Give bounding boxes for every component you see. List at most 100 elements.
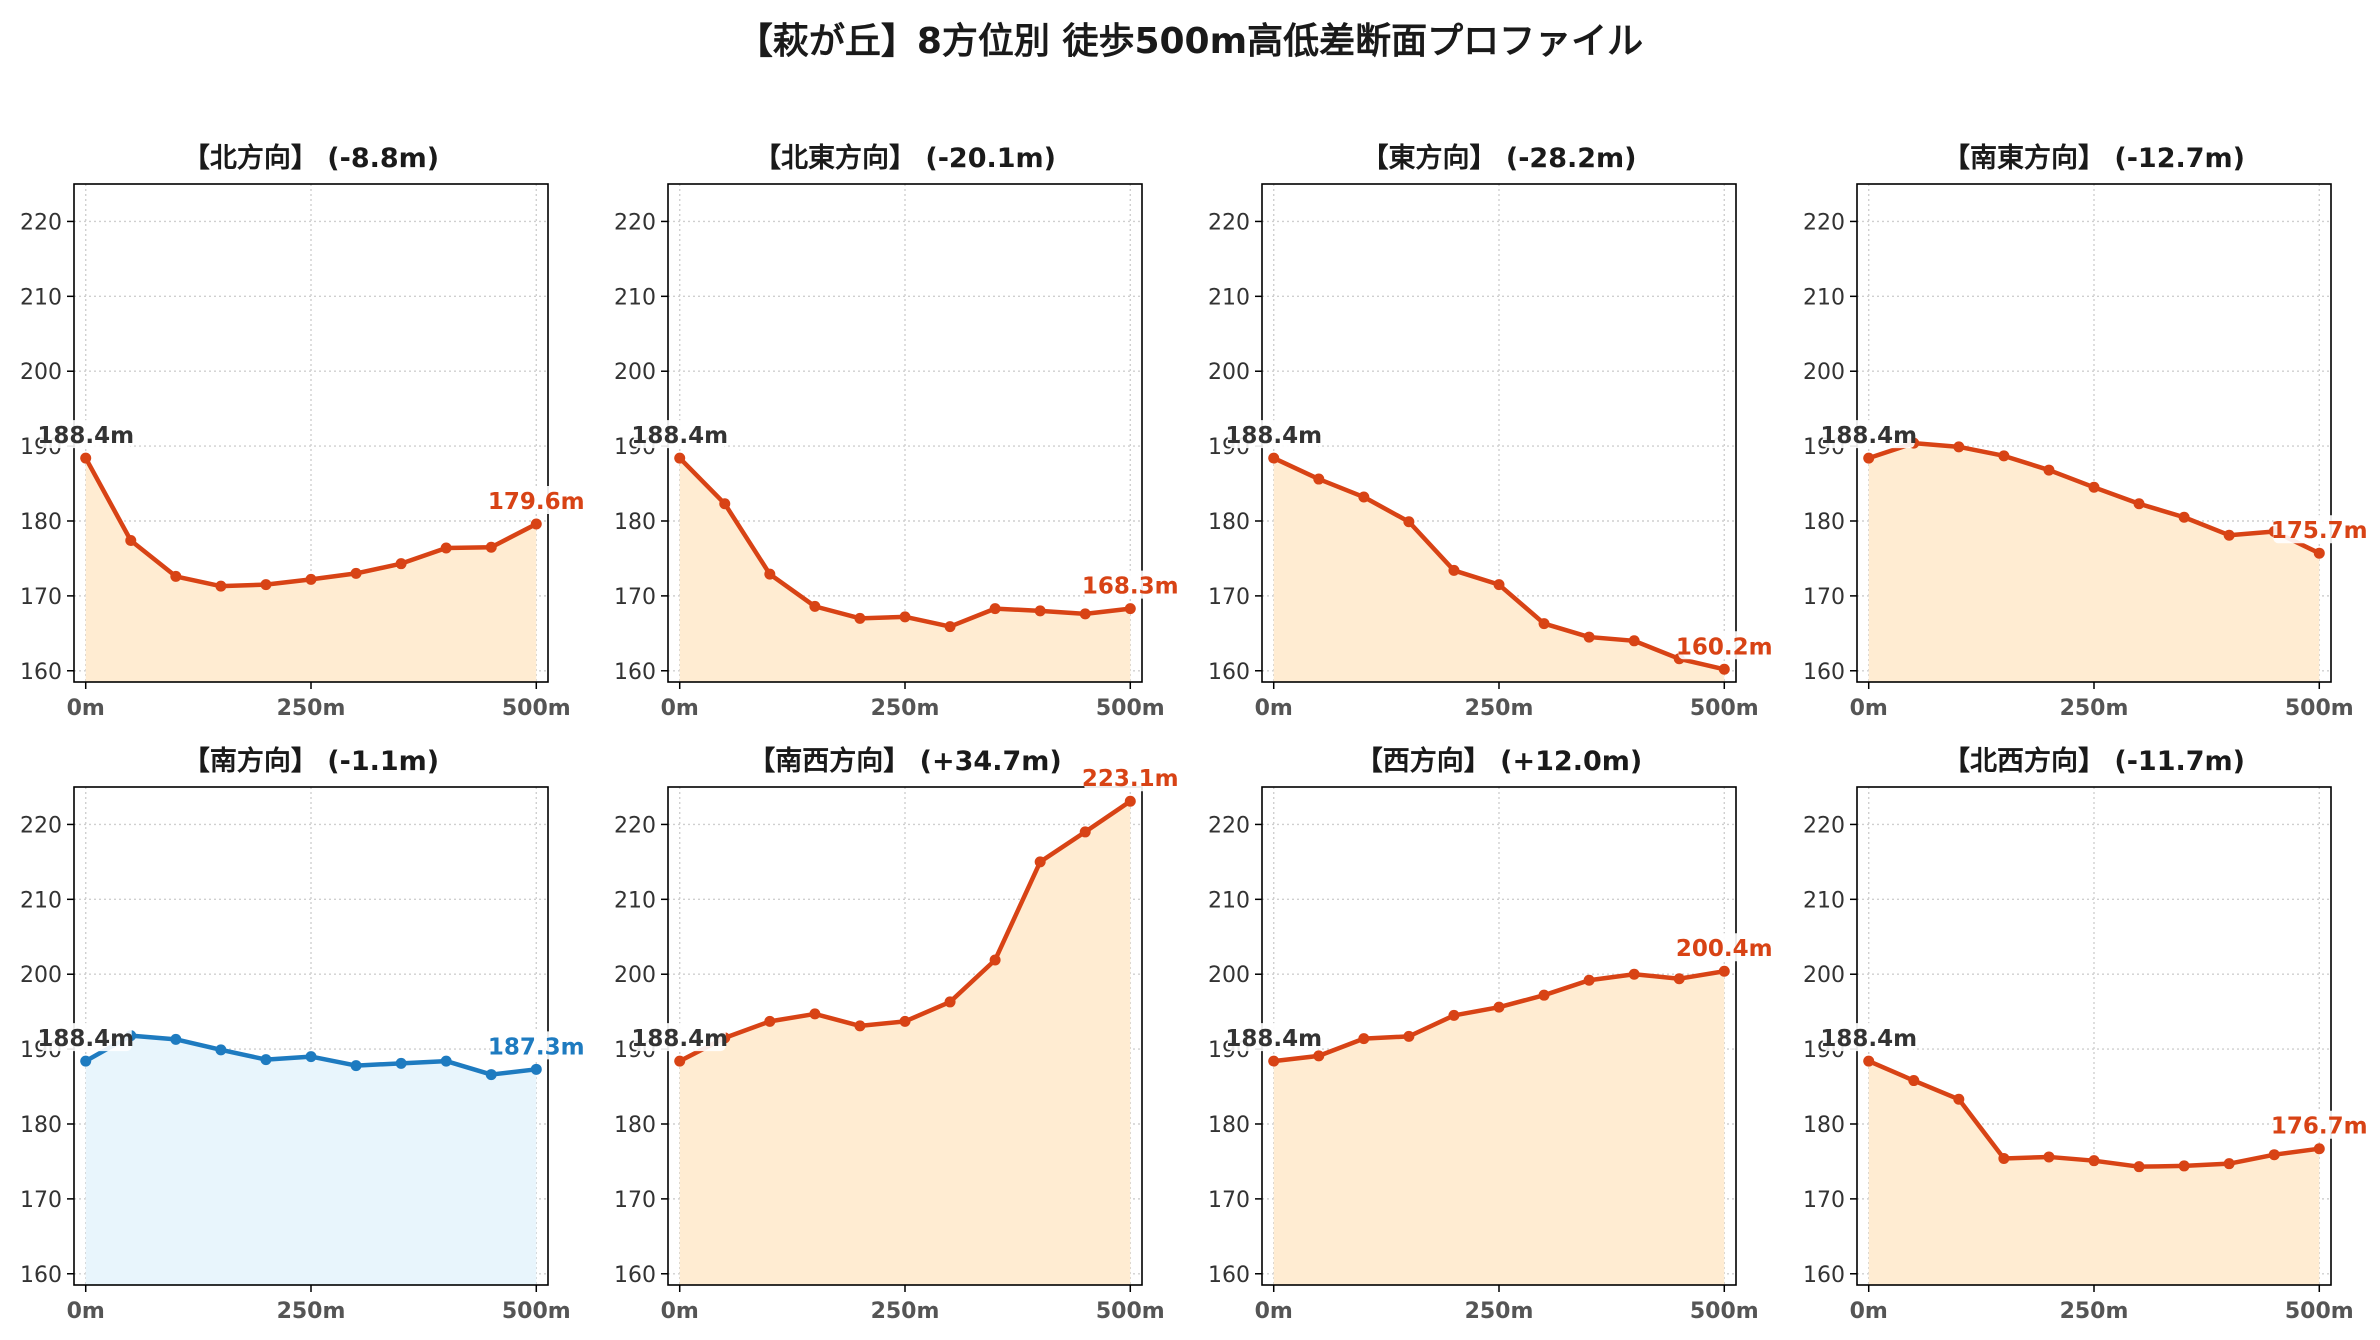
data-point <box>1358 1033 1370 1045</box>
x-tick-label: 0m <box>67 696 105 721</box>
end-value-label: 175.7m <box>2271 518 2368 544</box>
data-point <box>395 558 407 570</box>
data-point <box>764 1015 776 1027</box>
y-tick-label: 170 <box>1208 585 1250 610</box>
y-tick-label: 180 <box>20 1113 62 1138</box>
x-tick-label: 250m <box>871 696 940 721</box>
subplot-title: 【南東方向】 (-12.7m) <box>1943 142 2245 174</box>
data-point <box>1403 516 1415 528</box>
data-point <box>2043 1151 2055 1163</box>
data-point <box>1673 973 1685 985</box>
x-tick-label: 500m <box>1690 1299 1759 1324</box>
data-point <box>1403 1030 1415 1042</box>
data-point <box>2178 511 2190 523</box>
data-point <box>530 1063 542 1075</box>
x-tick-label: 250m <box>871 1299 940 1324</box>
data-point <box>2223 1158 2235 1170</box>
y-tick-label: 220 <box>1803 210 1845 235</box>
y-tick-label: 160 <box>1803 1263 1845 1288</box>
y-tick-label: 220 <box>1208 813 1250 838</box>
x-tick-label: 0m <box>661 1299 699 1324</box>
data-point <box>719 498 731 510</box>
data-point <box>305 573 317 585</box>
start-label-box <box>1227 1023 1320 1052</box>
y-tick-label: 200 <box>614 360 656 385</box>
y-tick-label: 220 <box>1803 813 1845 838</box>
start-label-box <box>1227 420 1320 449</box>
data-point <box>899 1015 911 1027</box>
start-label-box <box>1822 1023 1915 1052</box>
data-point <box>989 603 1001 615</box>
y-tick-label: 200 <box>1803 963 1845 988</box>
data-point <box>530 518 542 530</box>
area-fill <box>85 458 537 682</box>
data-point <box>1313 1050 1325 1062</box>
y-tick-label: 200 <box>614 963 656 988</box>
end-value-label: 160.2m <box>1676 634 1773 660</box>
data-point <box>2088 1155 2100 1167</box>
data-point <box>944 996 956 1008</box>
y-tick-label: 180 <box>20 510 62 535</box>
data-point <box>1583 974 1595 986</box>
start-value-label: 188.4m <box>631 1026 728 1052</box>
data-point <box>80 1055 92 1067</box>
area-fill <box>1273 971 1725 1285</box>
data-point <box>1448 564 1460 576</box>
y-tick-label: 170 <box>1803 1188 1845 1213</box>
start-label-box <box>39 420 132 449</box>
x-tick-label: 0m <box>1850 1299 1888 1324</box>
x-tick-label: 250m <box>2060 696 2129 721</box>
data-point <box>674 452 686 464</box>
y-tick-label: 160 <box>20 1263 62 1288</box>
data-point <box>260 1054 272 1066</box>
y-tick-label: 200 <box>20 360 62 385</box>
end-value-label: 168.3m <box>1082 574 1179 600</box>
area-fill <box>1868 443 2320 682</box>
y-tick-label: 160 <box>1208 1263 1250 1288</box>
data-point <box>1538 989 1550 1001</box>
data-point <box>1718 965 1730 977</box>
data-point <box>395 1057 407 1069</box>
start-value-label: 188.4m <box>37 423 134 449</box>
y-tick-label: 220 <box>20 813 62 838</box>
data-point <box>1313 473 1325 485</box>
end-value-label: 187.3m <box>488 1034 585 1060</box>
start-label-box <box>633 420 726 449</box>
subplot-title: 【西方向】 (+12.0m) <box>1356 745 1642 777</box>
y-tick-label: 160 <box>614 1263 656 1288</box>
end-label-box <box>2273 1110 2366 1139</box>
start-value-label: 188.4m <box>37 1026 134 1052</box>
y-tick-label: 220 <box>1208 210 1250 235</box>
y-tick-label: 220 <box>20 210 62 235</box>
y-tick-label: 210 <box>1208 888 1250 913</box>
end-label-box <box>1084 763 1177 792</box>
y-tick-label: 210 <box>20 285 62 310</box>
data-point <box>2133 498 2145 510</box>
start-value-label: 188.4m <box>1820 1026 1917 1052</box>
data-point <box>440 1055 452 1067</box>
y-tick-label: 160 <box>20 660 62 685</box>
x-tick-label: 500m <box>1096 696 1165 721</box>
y-tick-label: 200 <box>1803 360 1845 385</box>
data-point <box>989 954 1001 966</box>
subplot-title: 【北東方向】 (-20.1m) <box>754 142 1056 174</box>
data-point <box>215 1044 227 1056</box>
data-point <box>809 600 821 612</box>
data-point <box>1908 1075 1920 1087</box>
subplot-title: 【北西方向】 (-11.7m) <box>1943 745 2245 777</box>
data-point <box>215 580 227 592</box>
data-point <box>80 452 92 464</box>
y-tick-label: 210 <box>1803 285 1845 310</box>
data-point <box>485 1069 497 1081</box>
area-fill <box>679 801 1131 1285</box>
start-value-label: 188.4m <box>1820 423 1917 449</box>
x-tick-label: 500m <box>1690 696 1759 721</box>
x-tick-label: 500m <box>2285 696 2354 721</box>
start-label-box <box>1822 420 1915 449</box>
subplot-title: 【東方向】 (-28.2m) <box>1361 142 1636 174</box>
